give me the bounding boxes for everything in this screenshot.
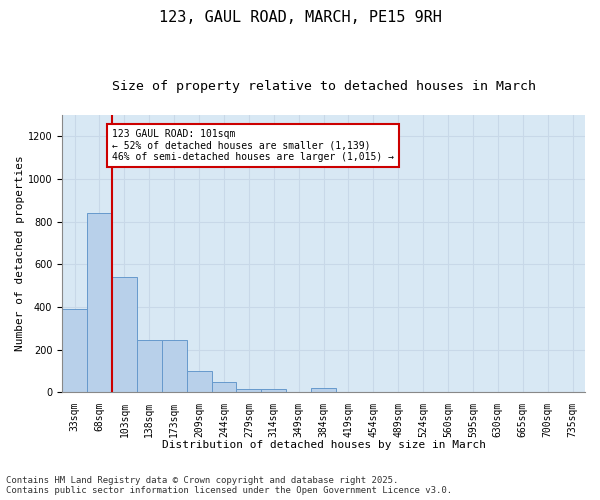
Bar: [162, 340, 187, 392]
Bar: [187, 371, 212, 392]
Bar: [137, 340, 162, 392]
Bar: [112, 277, 137, 392]
Bar: [262, 389, 286, 392]
Title: Size of property relative to detached houses in March: Size of property relative to detached ho…: [112, 80, 536, 93]
Text: 123 GAUL ROAD: 101sqm
← 52% of detached houses are smaller (1,139)
46% of semi-d: 123 GAUL ROAD: 101sqm ← 52% of detached …: [112, 129, 394, 162]
Text: 123, GAUL ROAD, MARCH, PE15 9RH: 123, GAUL ROAD, MARCH, PE15 9RH: [158, 10, 442, 25]
Bar: [87, 213, 112, 392]
X-axis label: Distribution of detached houses by size in March: Distribution of detached houses by size …: [161, 440, 485, 450]
Bar: [311, 388, 336, 392]
Text: Contains HM Land Registry data © Crown copyright and database right 2025.
Contai: Contains HM Land Registry data © Crown c…: [6, 476, 452, 495]
Bar: [236, 389, 262, 392]
Bar: [62, 309, 87, 392]
Y-axis label: Number of detached properties: Number of detached properties: [15, 156, 25, 352]
Bar: [212, 382, 236, 392]
